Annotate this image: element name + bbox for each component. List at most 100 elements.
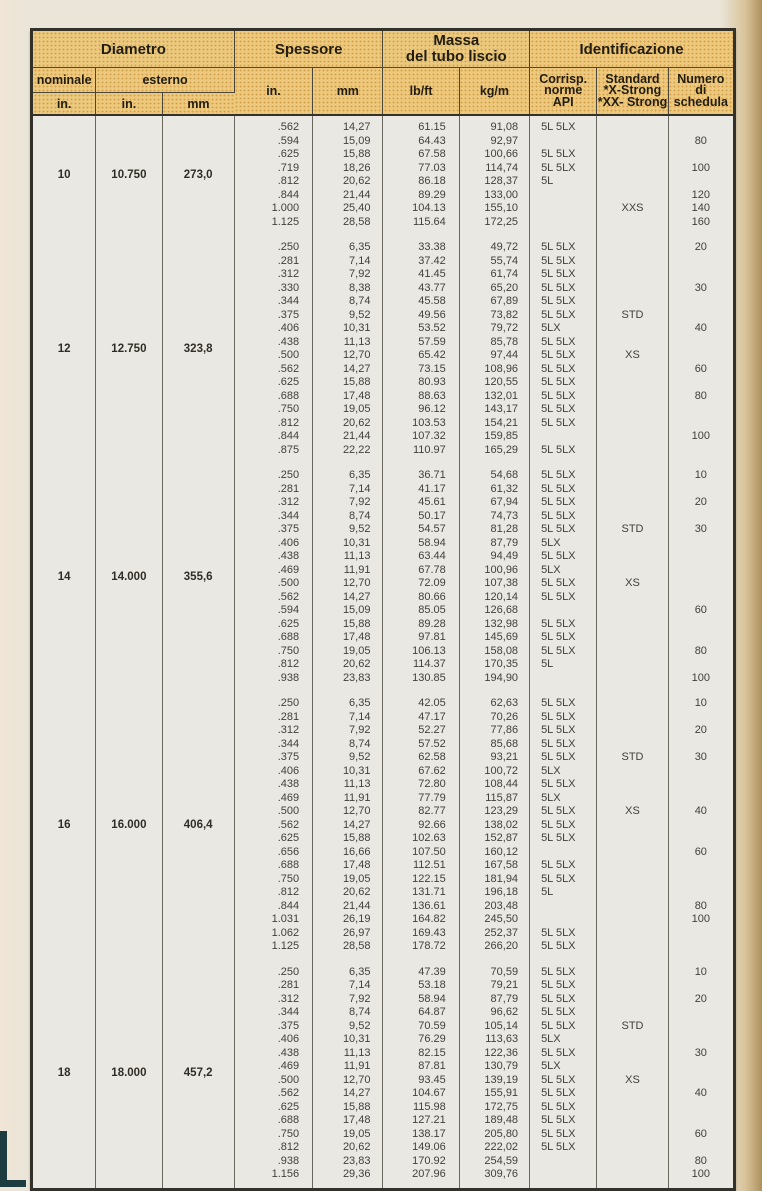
standard-strong bbox=[596, 737, 669, 751]
nominale-value: 14 bbox=[31, 469, 97, 685]
standard-strong bbox=[596, 295, 669, 309]
spessore-mm: 17,48 bbox=[312, 389, 384, 403]
standard-strong bbox=[596, 281, 669, 295]
mass-lbft: 89.29 bbox=[382, 188, 460, 202]
mass-lbft: 57.52 bbox=[382, 737, 460, 751]
esterno-mm-value: 457,2 bbox=[162, 965, 235, 1182]
spessore-in: .312 bbox=[234, 268, 314, 282]
standard-strong bbox=[596, 979, 669, 993]
api-norme: 5L 5LX bbox=[529, 308, 598, 322]
mass-kgm: 309,76 bbox=[459, 1168, 531, 1182]
table-row: 18 18.000 457,2.250 6,35 47.39 70,59 5L 5LX 10 bbox=[31, 965, 735, 1182]
spessore-mm: 17,48 bbox=[312, 1114, 384, 1128]
mass-lbft: 110.97 bbox=[382, 443, 460, 457]
spessore-in: .750 bbox=[234, 1127, 314, 1141]
numero-schedula bbox=[668, 927, 734, 941]
api-norme: 5LX bbox=[529, 1060, 598, 1074]
spessore-in: .250 bbox=[234, 241, 314, 255]
spessore-mm: 23,83 bbox=[312, 1154, 384, 1168]
spessore-in: .562 bbox=[234, 590, 314, 604]
api-norme: 5L 5LX bbox=[529, 644, 598, 658]
standard-strong: STD bbox=[596, 1019, 669, 1033]
mass-lbft: 58.94 bbox=[382, 536, 460, 550]
numero-schedula bbox=[668, 295, 734, 309]
spessore-in: .250 bbox=[234, 469, 314, 483]
spessore-in: .281 bbox=[234, 254, 314, 268]
mass-lbft: 89.28 bbox=[382, 617, 460, 631]
numero-schedula bbox=[668, 886, 734, 900]
standard-strong bbox=[596, 469, 669, 483]
mass-lbft: 50.17 bbox=[382, 509, 460, 523]
standard-strong: XS bbox=[596, 577, 669, 591]
standard-strong bbox=[596, 710, 669, 724]
numero-schedula bbox=[668, 738, 734, 752]
numero-schedula: 30 bbox=[694, 751, 707, 764]
spessore-in: .344 bbox=[234, 1006, 314, 1020]
mass-lbft: 107.50 bbox=[382, 845, 460, 859]
spessore-in: .844 bbox=[234, 899, 314, 913]
spessore-in: .438 bbox=[234, 550, 314, 564]
spessore-mm: 28,58 bbox=[312, 940, 384, 954]
table-row: .469 11,91 67.78 100,96 5LX bbox=[32, 563, 735, 577]
table-row: .562 14,27 73.15 108,96 5L 5LX 60 bbox=[32, 362, 735, 376]
mass-kgm: 172,25 bbox=[459, 215, 531, 229]
spessore-in: .812 bbox=[234, 1141, 314, 1155]
standard-strong bbox=[596, 188, 669, 202]
standard-strong bbox=[596, 1087, 669, 1101]
api-norme: 5L 5LX bbox=[529, 992, 598, 1006]
esterno-in-value: 14.000 bbox=[95, 469, 163, 685]
standard-strong bbox=[596, 845, 669, 859]
pipe-table: Diametro Spessore Massa del tubo liscio … bbox=[30, 28, 736, 1191]
api-norme: 5L 5LX bbox=[529, 254, 598, 268]
spessore-in: .812 bbox=[234, 416, 314, 430]
spessore-in: .281 bbox=[234, 710, 314, 724]
spessore-in: .500 bbox=[234, 805, 314, 819]
numero-schedula: 120 bbox=[691, 188, 710, 201]
table-row: .312 7,92 41.45 61,74 5L 5LX bbox=[32, 268, 735, 282]
standard-strong bbox=[596, 1141, 669, 1155]
mass-kgm: 54,68 bbox=[459, 469, 531, 483]
api-norme: 5L 5LX bbox=[529, 751, 598, 765]
mass-kgm: 94,49 bbox=[459, 550, 531, 564]
spessore-mm: 21,44 bbox=[312, 188, 384, 202]
spessore-in: .625 bbox=[234, 617, 314, 631]
spessore-mm: 6,35 bbox=[312, 697, 384, 711]
table-row: .469 11,91 87.81 130,79 5LX bbox=[32, 1060, 735, 1074]
mass-kgm: 254,59 bbox=[459, 1154, 531, 1168]
numero-schedula bbox=[668, 336, 734, 350]
esterno-mm-value: 406,4 bbox=[162, 697, 235, 954]
spessore-mm: 20,62 bbox=[312, 886, 384, 900]
spessore-mm: 20,62 bbox=[312, 416, 384, 430]
numero-schedula: 100 bbox=[691, 430, 710, 443]
spessore-in: .688 bbox=[234, 631, 314, 645]
spessore-mm: 10,31 bbox=[312, 764, 384, 778]
mass-lbft: 136.61 bbox=[382, 899, 460, 913]
spessore-mm: 15,09 bbox=[312, 604, 384, 618]
api-norme: 5L 5LX bbox=[529, 389, 598, 403]
standard-strong: STD bbox=[596, 523, 669, 537]
api-norme: 5L 5LX bbox=[529, 281, 598, 295]
spessore-in: .406 bbox=[234, 1033, 314, 1047]
spessore-mm: 10,31 bbox=[312, 1033, 384, 1047]
numero-schedula bbox=[668, 255, 734, 269]
api-norme: 5L 5LX bbox=[529, 577, 598, 591]
mass-kgm: 155,91 bbox=[459, 1087, 531, 1101]
table-row: .281 7,14 37.42 55,74 5L 5LX bbox=[32, 254, 735, 269]
api-norme: 5L 5LX bbox=[529, 965, 598, 979]
spessore-mm: 21,44 bbox=[312, 430, 384, 444]
numero-schedula: 20 bbox=[694, 724, 707, 737]
numero-schedula bbox=[668, 765, 734, 779]
header-identificazione: Identificazione bbox=[529, 29, 735, 68]
mass-kgm: 172,75 bbox=[459, 1100, 531, 1114]
table-row: .330 8,38 43.77 65,20 5L 5LX 30 bbox=[32, 281, 735, 295]
numero-schedula bbox=[668, 1141, 734, 1155]
mass-kgm: 115,87 bbox=[459, 791, 531, 805]
nominale-value: 18 bbox=[31, 965, 97, 1182]
mass-lbft: 65.42 bbox=[382, 349, 460, 363]
api-norme: 5L 5LX bbox=[529, 617, 598, 631]
spacer-row bbox=[31, 1181, 735, 1189]
mass-lbft: 149.06 bbox=[382, 1141, 460, 1155]
standard-strong bbox=[596, 1154, 669, 1168]
standard-strong bbox=[596, 268, 669, 282]
api-norme: 5LX bbox=[529, 1033, 598, 1047]
